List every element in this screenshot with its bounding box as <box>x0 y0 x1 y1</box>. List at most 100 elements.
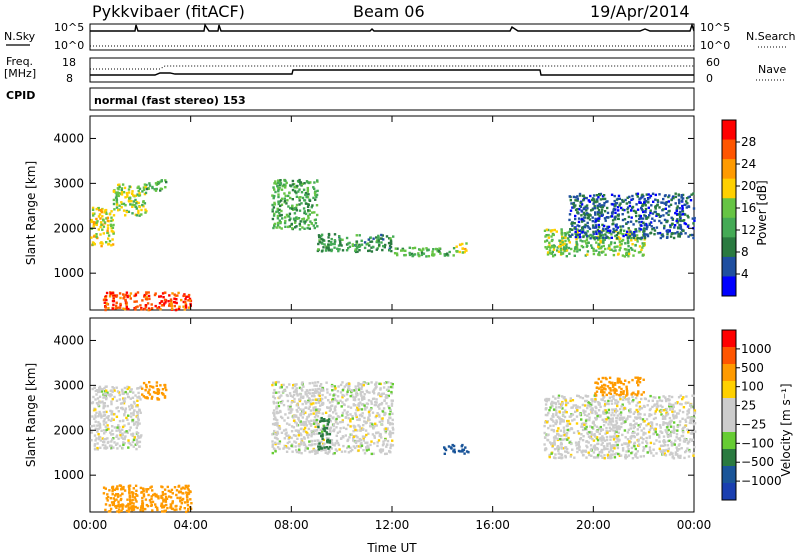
scatter-cell <box>363 420 366 423</box>
scatter-cell <box>612 394 615 397</box>
scatter-cell <box>287 405 290 408</box>
scatter-cell <box>118 510 121 514</box>
scatter-cell <box>582 207 585 210</box>
scatter-cell <box>136 435 140 438</box>
scatter-cell <box>105 497 108 500</box>
scatter-cell <box>278 200 282 203</box>
scatter-cell <box>670 216 673 219</box>
scatter-cell <box>279 415 283 419</box>
scatter-cell <box>109 395 112 398</box>
scatter-cell <box>383 413 386 416</box>
scatter-cell <box>310 419 313 422</box>
scatter-cell <box>333 246 336 249</box>
scatter-cell <box>607 411 611 415</box>
scatter-cell <box>114 304 118 307</box>
scatter-cell <box>615 393 618 396</box>
scatter-cell <box>438 247 441 250</box>
scatter-cell <box>679 218 682 222</box>
scatter-cell <box>618 386 621 389</box>
scatter-cell <box>603 391 606 394</box>
scatter-cell <box>286 199 289 202</box>
scatter-cell <box>167 489 170 493</box>
scatter-cell <box>141 393 144 396</box>
scatter-cell <box>593 445 596 448</box>
scatter-cell <box>568 241 571 244</box>
scatter-cell <box>135 200 139 204</box>
scatter-cell <box>280 227 283 230</box>
scatter-cell <box>654 205 657 209</box>
scatter-cell <box>651 228 654 231</box>
scatter-cell <box>681 434 685 438</box>
scatter-cell <box>132 200 136 203</box>
scatter-cell <box>274 442 277 446</box>
y-tick-label: 1000 <box>53 266 84 280</box>
scatter-cell <box>328 441 331 444</box>
scatter-cell <box>664 417 667 420</box>
scatter-cell <box>100 244 103 248</box>
scatter-cell <box>285 434 288 437</box>
scatter-cell <box>550 402 553 406</box>
scatter-cell <box>659 426 662 429</box>
scatter-cell <box>650 451 653 455</box>
scatter-cell <box>285 181 288 185</box>
scatter-cell <box>120 193 124 196</box>
scatter-cell <box>150 495 153 498</box>
scatter-cell <box>625 389 629 393</box>
scatter-cell <box>116 390 120 393</box>
scatter-cell <box>135 214 139 217</box>
scatter-cell <box>664 429 667 432</box>
scatter-cell <box>341 414 344 417</box>
scatter-cell <box>142 186 146 189</box>
scatter-cell <box>653 442 656 445</box>
scatter-cell <box>305 418 308 421</box>
scatter-cell <box>465 450 469 453</box>
scatter-cell <box>606 206 609 210</box>
scatter-cell <box>126 294 129 297</box>
scatter-cell <box>619 246 622 250</box>
scatter-cell <box>157 181 161 185</box>
y-tick-label: 2000 <box>53 423 84 437</box>
scatter-cell <box>131 440 135 444</box>
scatter-cell <box>130 200 133 203</box>
scatter-cell <box>594 410 597 413</box>
scatter-cell <box>363 452 367 455</box>
scatter-cell <box>118 393 121 397</box>
scatter-cell <box>636 240 639 243</box>
scatter-cell <box>140 490 144 494</box>
scatter-cell <box>115 498 118 501</box>
scatter-cell <box>167 300 170 303</box>
colorbar-tick-label: −1000 <box>741 474 782 488</box>
scatter-cell <box>363 393 366 396</box>
scatter-cell <box>169 298 173 301</box>
scatter-cell <box>151 509 154 512</box>
scatter-cell <box>670 198 673 202</box>
scatter-cell <box>145 183 148 187</box>
scatter-cell <box>329 430 332 433</box>
scatter-cell <box>356 247 359 250</box>
scatter-cell <box>334 393 337 397</box>
scatter-cell <box>628 402 631 405</box>
scatter-cell <box>612 435 615 438</box>
scatter-cell <box>110 413 114 416</box>
scatter-cell <box>141 203 144 207</box>
scatter-cell <box>141 509 145 512</box>
scatter-cell <box>596 206 599 210</box>
scatter-cell <box>109 223 112 226</box>
scatter-cell <box>616 409 619 412</box>
scatter-cell <box>143 295 146 298</box>
scatter-cell <box>91 220 94 224</box>
scatter-cell <box>408 253 412 257</box>
scatter-cell <box>665 236 669 239</box>
scatter-cell <box>591 234 594 237</box>
scatter-cell <box>312 419 316 422</box>
scatter-cell <box>331 443 335 446</box>
scatter-cell <box>687 216 690 219</box>
scatter-cell <box>605 418 608 421</box>
scatter-cell <box>318 240 321 244</box>
scatter-cell <box>575 234 578 237</box>
scatter-cell <box>346 398 349 401</box>
scatter-cell <box>322 427 325 431</box>
scatter-cell <box>626 240 630 243</box>
scatter-cell <box>159 180 162 183</box>
scatter-cell <box>666 233 669 236</box>
